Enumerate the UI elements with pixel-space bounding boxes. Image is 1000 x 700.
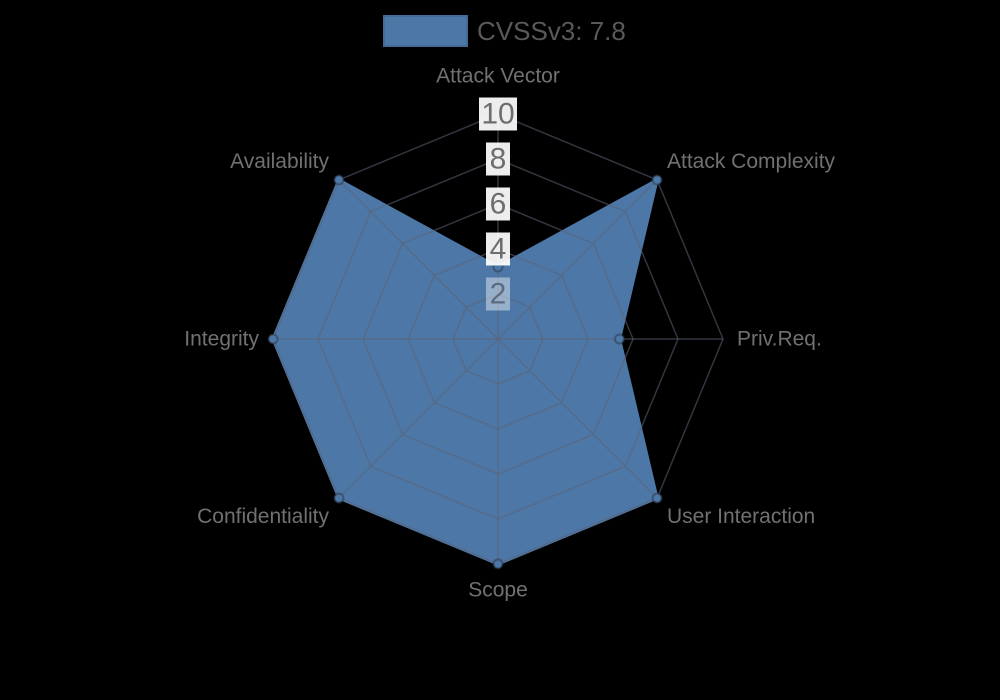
data-point-marker (492, 558, 504, 570)
grid-spoke (338, 179, 499, 340)
tick-backdrop (486, 232, 510, 266)
legend-swatch (383, 15, 468, 47)
tick-label-10: 10 (481, 98, 514, 131)
legend-label: CVSSv3: 7.8 (477, 16, 626, 46)
axis-label-scope: Scope (468, 579, 528, 602)
axis-label-integrity: Integrity (184, 328, 259, 351)
tick-backdrop (479, 97, 517, 131)
tick-label-2: 2 (490, 278, 507, 311)
axis-label-attack-vector: Attack Vector (436, 65, 560, 88)
data-point-marker (614, 333, 625, 345)
data-point-marker (651, 174, 663, 186)
data-point-marker (333, 492, 345, 504)
tick-backdrop (486, 277, 510, 311)
data-point-marker (651, 492, 663, 504)
axis-label-availability: Availability (230, 150, 329, 173)
tick-label-4: 4 (490, 233, 507, 266)
grid-spoke (497, 179, 658, 340)
axis-label-user-interaction: User Interaction (667, 505, 815, 528)
axis-label-priv-req: Priv.Req. (737, 328, 822, 351)
axis-label-attack-complexity: Attack Complexity (667, 150, 836, 173)
legend-item[interactable]: CVSSv3: 7.8 (383, 15, 626, 47)
tick-backdrop (486, 187, 510, 221)
tick-backdrop (486, 142, 510, 176)
grid-spoke (497, 338, 658, 499)
data-point-marker (333, 174, 345, 186)
grid-spoke (338, 338, 499, 499)
tick-label-8: 8 (490, 143, 507, 176)
data-point-marker (267, 333, 279, 345)
tick-label-6: 6 (490, 188, 507, 221)
axis-label-confidentiality: Confidentiality (197, 505, 329, 528)
